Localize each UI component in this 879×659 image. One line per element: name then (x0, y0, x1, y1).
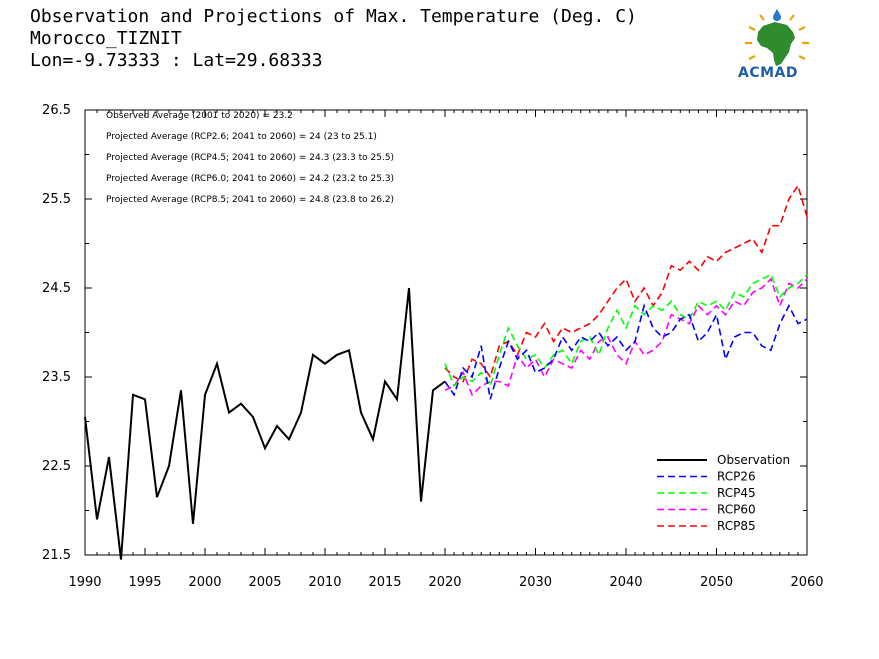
average-annotation: Projected Average (RCP8.5; 2041 to 2060)… (106, 195, 394, 205)
axes-layer: 21.5 22.5 23.5 24.5 25.5 26.5 1990 1995 2000 2005… (42, 103, 824, 590)
x-tick-label: 1990 (68, 575, 101, 590)
x-tick-label: 2050 (700, 575, 733, 590)
x-tick-label: 2005 (248, 575, 281, 590)
location-name: Morocco_TIZNIT (30, 28, 182, 49)
x-tick-label: 2010 (308, 575, 341, 590)
legend-label-rcp85: RCP85 (717, 519, 756, 533)
series-line-rcp45 (444, 273, 808, 388)
average-annotation: Projected Average (RCP4.5; 2041 to 2060)… (106, 153, 394, 163)
chart-title-block: Observation and Projections of Max. Temp… (30, 6, 637, 72)
series-line-observation (84, 287, 446, 560)
y-tick-label: 25.5 (42, 192, 71, 207)
coordinates-label: Lon=-9.73333 : Lat=29.68333 (30, 50, 323, 71)
series-line-rcp85 (444, 183, 808, 383)
legend-layer: Observation RCP26 RCP45 RCP60 RCP85 (657, 453, 790, 533)
sun-rays-icon (745, 10, 809, 60)
x-tick-label: 2015 (368, 575, 401, 590)
y-tick-label: 23.5 (42, 370, 71, 385)
average-annotation: Observed Average (2001 to 2020) = 23.2 (106, 111, 293, 121)
x-tick-label: 1995 (128, 575, 161, 590)
x-tick-label: 2040 (609, 575, 642, 590)
chart-title: Observation and Projections of Max. Temp… (30, 6, 637, 27)
series-line-rcp60 (444, 277, 808, 397)
legend-label-observation: Observation (717, 453, 790, 467)
x-tick-label: 2000 (188, 575, 221, 590)
average-annotation: Projected Average (RCP2.6; 2041 to 2060)… (106, 132, 377, 142)
annotation-layer: Observed Average (2001 to 2020) = 23.2 Pr… (106, 111, 394, 205)
y-tick-label: 26.5 (42, 103, 71, 118)
average-annotation: Projected Average (RCP6.0; 2041 to 2060)… (106, 174, 394, 184)
series-line-rcp26 (444, 303, 808, 400)
legend-label-rcp26: RCP26 (717, 470, 756, 484)
legend-label-rcp60: RCP60 (717, 503, 756, 517)
africa-map-logo-icon (745, 9, 809, 66)
africa-shape-icon (757, 22, 795, 66)
acmad-logo-text: ACMAD (738, 65, 798, 81)
x-tick-label: 2030 (519, 575, 552, 590)
series-layer (84, 183, 808, 560)
y-tick-label: 24.5 (42, 281, 71, 296)
water-drop-icon (773, 9, 781, 21)
y-tick-label: 21.5 (42, 548, 71, 563)
legend-label-rcp45: RCP45 (717, 486, 756, 500)
x-tick-label: 2020 (428, 575, 461, 590)
x-tick-label: 2060 (790, 575, 823, 590)
y-tick-label: 22.5 (42, 459, 71, 474)
